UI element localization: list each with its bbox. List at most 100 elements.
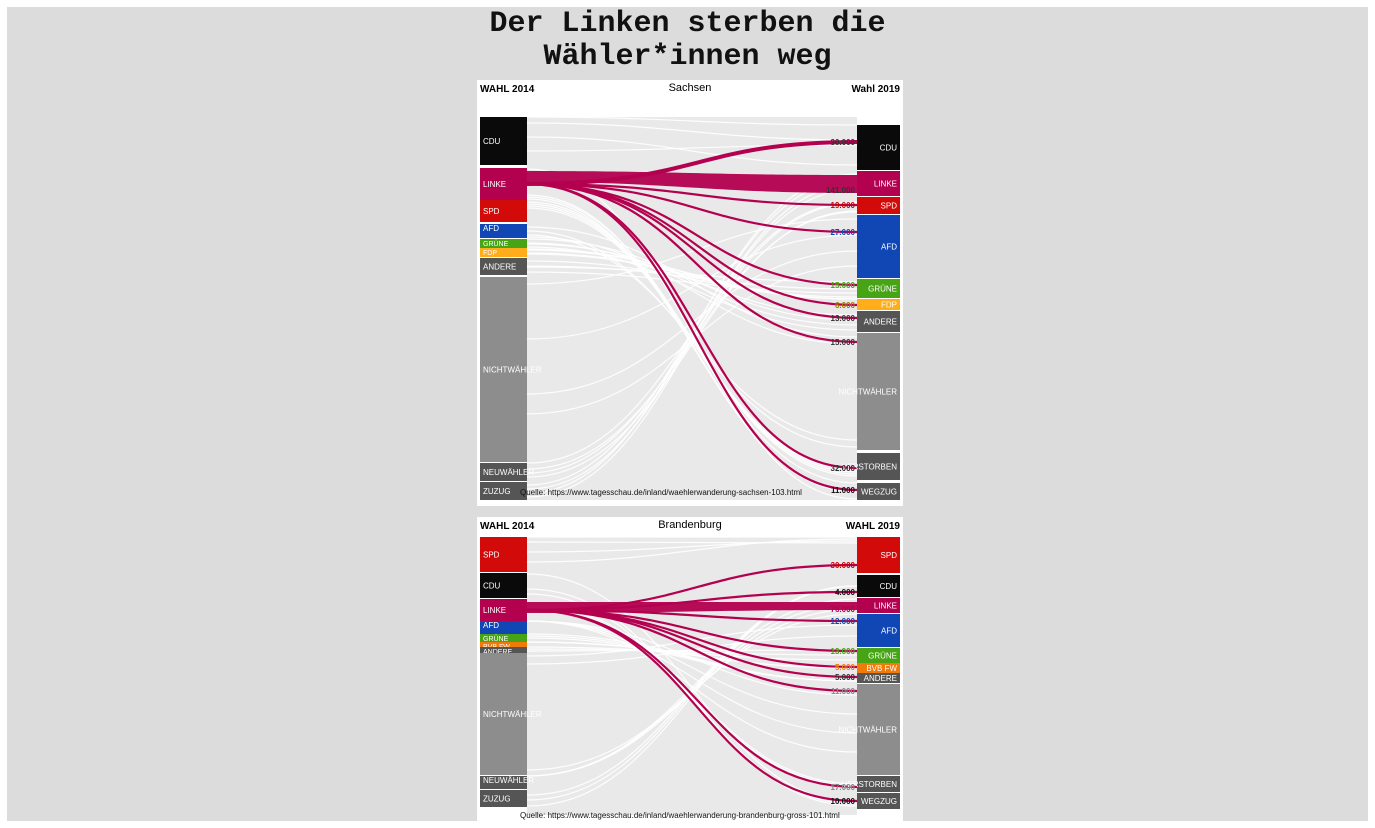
- sachsen-right-label-andere: ANDERE: [864, 318, 897, 327]
- sachsen-right-bar-afd: [857, 215, 900, 278]
- sachsen-header-left: WAHL 2014: [480, 84, 535, 95]
- brandenburg-right-bar-bvb-fw: [857, 663, 900, 673]
- brandenburg-right-label-cdu: CDU: [880, 582, 898, 591]
- brandenburg-grey-flow: [526, 637, 858, 682]
- sachsen-grey-flow: [526, 234, 858, 441]
- sachsen-flow-value-4: 15.000: [831, 281, 856, 290]
- sachsen-header-center: Sachsen: [669, 82, 712, 94]
- brandenburg-left-bar-linke: [480, 599, 527, 621]
- brandenburg-right-bar-spd: [857, 537, 900, 573]
- brandenburg-left-bar-bvb-fw: [480, 642, 527, 647]
- sachsen-flow-value-0: 30.000: [831, 138, 856, 147]
- sachsen-right-bar-gruene: [857, 279, 900, 298]
- sachsen-left-bar-afd: [480, 224, 527, 238]
- brandenburg-right-bar-gruene: [857, 648, 900, 663]
- brandenburg-grey-flow: [526, 573, 858, 803]
- brandenburg-right-label-bvb-fw: BVB FW: [866, 664, 897, 673]
- sachsen-left-bar-gruene: [480, 239, 527, 248]
- brandenburg-left-bar-andere: [480, 647, 527, 653]
- sachsen-left-label-andere: ANDERE: [483, 263, 516, 272]
- brandenburg-grey-flow: [526, 641, 858, 669]
- sachsen-left-label-neuwaehler: NEUWÄHLER: [483, 468, 534, 477]
- sachsen-linke-main-flow: [527, 171, 857, 193]
- sachsen-grey-flow: [526, 265, 858, 415]
- brandenburg-left-bar-neuwaehler: [480, 776, 527, 789]
- sachsen-left-label-gruene: GRÜNE: [483, 240, 509, 248]
- brandenburg-source: Quelle: https://www.tagesschau.de/inland…: [520, 811, 840, 820]
- sachsen-right-bar-andere: [857, 311, 900, 332]
- brandenburg-grey-flow: [526, 538, 858, 563]
- brandenburg-right-label-nichtwaehler: NICHTWÄHLER: [838, 726, 897, 735]
- brandenburg-left-label-afd: AFD: [483, 621, 499, 630]
- sachsen-header-right: Wahl 2019: [851, 84, 900, 95]
- sachsen-flow-value-3: 27.000: [831, 228, 856, 237]
- sachsen-grey-flow: [526, 242, 858, 326]
- sachsen-grey-flow: [526, 116, 858, 126]
- sachsen-linke-flow-0: [526, 140, 858, 186]
- sachsen-right-label-spd: SPD: [881, 202, 898, 211]
- sachsen-linke-flow-6: [526, 182, 858, 320]
- brandenburg-grey-flow: [526, 620, 858, 734]
- brandenburg-right-label-gruene: GRÜNE: [868, 652, 897, 661]
- sachsen-grey-flow: [526, 136, 858, 166]
- brandenburg-left-label-spd: SPD: [483, 551, 500, 560]
- brandenburg-right-label-linke: LINKE: [874, 602, 897, 611]
- sachsen-right-label-cdu: CDU: [880, 144, 898, 153]
- brandenburg-left-label-linke: LINKE: [483, 606, 506, 615]
- brandenburg-left-label-gruene: GRÜNE: [483, 635, 509, 643]
- sachsen-left-bar-neuwaehler: [480, 463, 527, 481]
- sachsen-right-bar-cdu: [857, 125, 900, 170]
- sachsen-left-label-afd: AFD: [483, 224, 499, 233]
- sachsen-grey-flow: [526, 271, 858, 294]
- brandenburg-left-label-cdu: CDU: [483, 582, 501, 591]
- sachsen-linke-flow-2: [526, 182, 858, 207]
- sachsen-grey-flow: [526, 122, 858, 141]
- brandenburg-flow-value-1: 4.000: [835, 588, 856, 597]
- brandenburg-left-bar-cdu: [480, 573, 527, 598]
- sachsen-right-bar-fdp: [857, 299, 900, 310]
- brandenburg-left-label-andere: ANDERE: [483, 649, 513, 656]
- brandenburg-right-label-verstorben: VERSTORBEN: [842, 780, 897, 789]
- title-line-2: Wähler*innen weg: [543, 40, 832, 74]
- brandenburg-header-left: WAHL 2014: [480, 521, 535, 532]
- brandenburg-left-bar-spd: [480, 537, 527, 572]
- sachsen-left-bar-spd: [480, 200, 527, 222]
- sachsen-grey-flow: [526, 201, 858, 477]
- brandenburg-header-right: WAHL 2019: [846, 521, 901, 532]
- sachsen-right-label-fdp: FDP: [881, 301, 897, 310]
- brandenburg-right-bar-verstorben: [857, 776, 900, 792]
- sachsen-flow-value-1: 141.000: [826, 186, 855, 195]
- brandenburg-right-bar-wegzug: [857, 793, 900, 809]
- brandenburg-flow-value-8: 17.000: [831, 783, 856, 792]
- sachsen-right-label-linke: LINKE: [874, 180, 897, 189]
- sachsen-right-label-wegzug: WEGZUG: [861, 488, 897, 497]
- brandenburg-linke-flow-1: [526, 590, 858, 612]
- sachsen-flow-value-2: 19.000: [831, 201, 856, 210]
- sachsen-flow-value-7: 15.000: [831, 338, 856, 347]
- sachsen-left-label-zuzug: ZUZUG: [483, 487, 511, 496]
- sachsen-grey-flow: [526, 238, 858, 321]
- sachsen-right-label-afd: AFD: [881, 243, 897, 252]
- sachsen-right-label-nichtwaehler: NICHTWÄHLER: [838, 388, 897, 397]
- brandenburg-grey-flow: [526, 646, 858, 661]
- sachsen-left-label-nichtwaehler: NICHTWÄHLER: [483, 366, 542, 375]
- brandenburg-grey-flow: [526, 624, 858, 657]
- brandenburg-grey-flow: [526, 648, 858, 656]
- brandenburg-right-bar-afd: [857, 614, 900, 647]
- sachsen-left-bar-nichtwaehler: [480, 277, 527, 462]
- brandenburg-grey-flow: [526, 620, 858, 753]
- sachsen-linke-flow-3: [526, 182, 858, 234]
- sachsen-flow-value-9: 11.000: [831, 486, 856, 495]
- brandenburg-flow-value-6: 5.000: [835, 673, 856, 682]
- brandenburg-right-label-andere: ANDERE: [864, 674, 897, 683]
- brandenburg-flow-area: [527, 537, 857, 815]
- sachsen-grey-flow: [526, 252, 858, 300]
- brandenburg-grey-flow: [526, 620, 858, 715]
- sachsen-left-label-cdu: CDU: [483, 137, 501, 146]
- brandenburg-header-center: Brandenburg: [658, 519, 722, 531]
- sachsen-voter-flow-diagram: CDU LINKE SPD AFD GRÜNE FDP ANDERE NICHTWÄHLER N…: [477, 80, 903, 506]
- sachsen-source: Quelle: https://www.tagesschau.de/inland…: [520, 488, 802, 497]
- brandenburg-left-label-zuzug: ZUZUG: [483, 795, 511, 804]
- brandenburg-right-bar-nichtwaehler: [857, 684, 900, 775]
